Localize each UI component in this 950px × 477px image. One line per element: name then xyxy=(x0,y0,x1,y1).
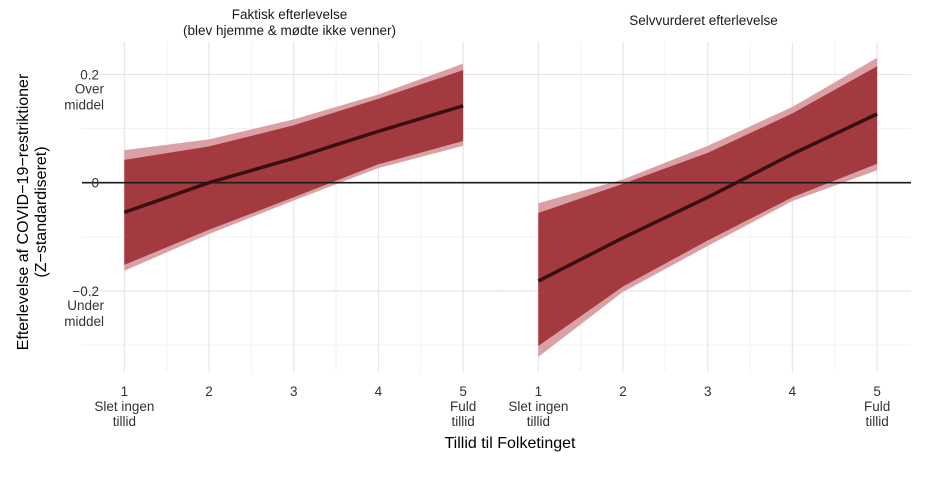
panel-title: Selvvurderet efterlevelse xyxy=(629,13,778,28)
y-axis-label-unit: (Z−standardiseret) xyxy=(33,146,50,277)
x-tick-label: Fuld xyxy=(450,399,476,414)
ci-band-inner xyxy=(538,66,878,347)
y-sub-label: middel xyxy=(64,97,104,112)
x-tick-label: 4 xyxy=(789,384,797,399)
x-tick-label: 5 xyxy=(459,384,467,399)
x-tick-label: 1 xyxy=(535,384,543,399)
x-tick-label: tillid xyxy=(113,414,136,429)
panel-title: Faktisk efterlevelse xyxy=(232,7,348,22)
x-tick-label: Slet ingen xyxy=(508,399,568,414)
x-tick-label: 2 xyxy=(619,384,627,399)
x-tick-label: 4 xyxy=(375,384,383,399)
x-tick-label: tillid xyxy=(865,414,888,429)
y-tick-label: −0.2 xyxy=(72,284,99,299)
x-tick-label: tillid xyxy=(527,414,550,429)
x-axis-label: Tillid til Folketinget xyxy=(444,435,576,452)
y-sub-label: Over xyxy=(75,81,105,96)
y-sub-label: middel xyxy=(64,314,104,329)
x-tick-label: 3 xyxy=(704,384,712,399)
panel-title: (blev hjemme & mødte ikke venner) xyxy=(183,23,396,38)
y-sub-label: Under xyxy=(67,298,104,313)
y-tick-label: 0 xyxy=(91,176,99,191)
x-tick-label: Slet ingen xyxy=(94,399,154,414)
x-tick-label: 1 xyxy=(121,384,129,399)
x-tick-label: 5 xyxy=(873,384,881,399)
x-tick-label: tillid xyxy=(451,414,474,429)
estimate-line xyxy=(537,112,878,283)
y-tick-label: 0.2 xyxy=(80,67,99,82)
x-tick-label: Fuld xyxy=(864,399,890,414)
x-tick-label: 2 xyxy=(205,384,213,399)
estimate-line xyxy=(123,104,464,215)
y-axis-label: Efterlevelse af COVID−19−restriktioner xyxy=(15,73,32,350)
ci-band-inner xyxy=(124,70,464,265)
x-tick-label: 3 xyxy=(290,384,298,399)
chart-panel-1: Faktisk efterlevelse(blev hjemme & mødte… xyxy=(64,7,497,429)
